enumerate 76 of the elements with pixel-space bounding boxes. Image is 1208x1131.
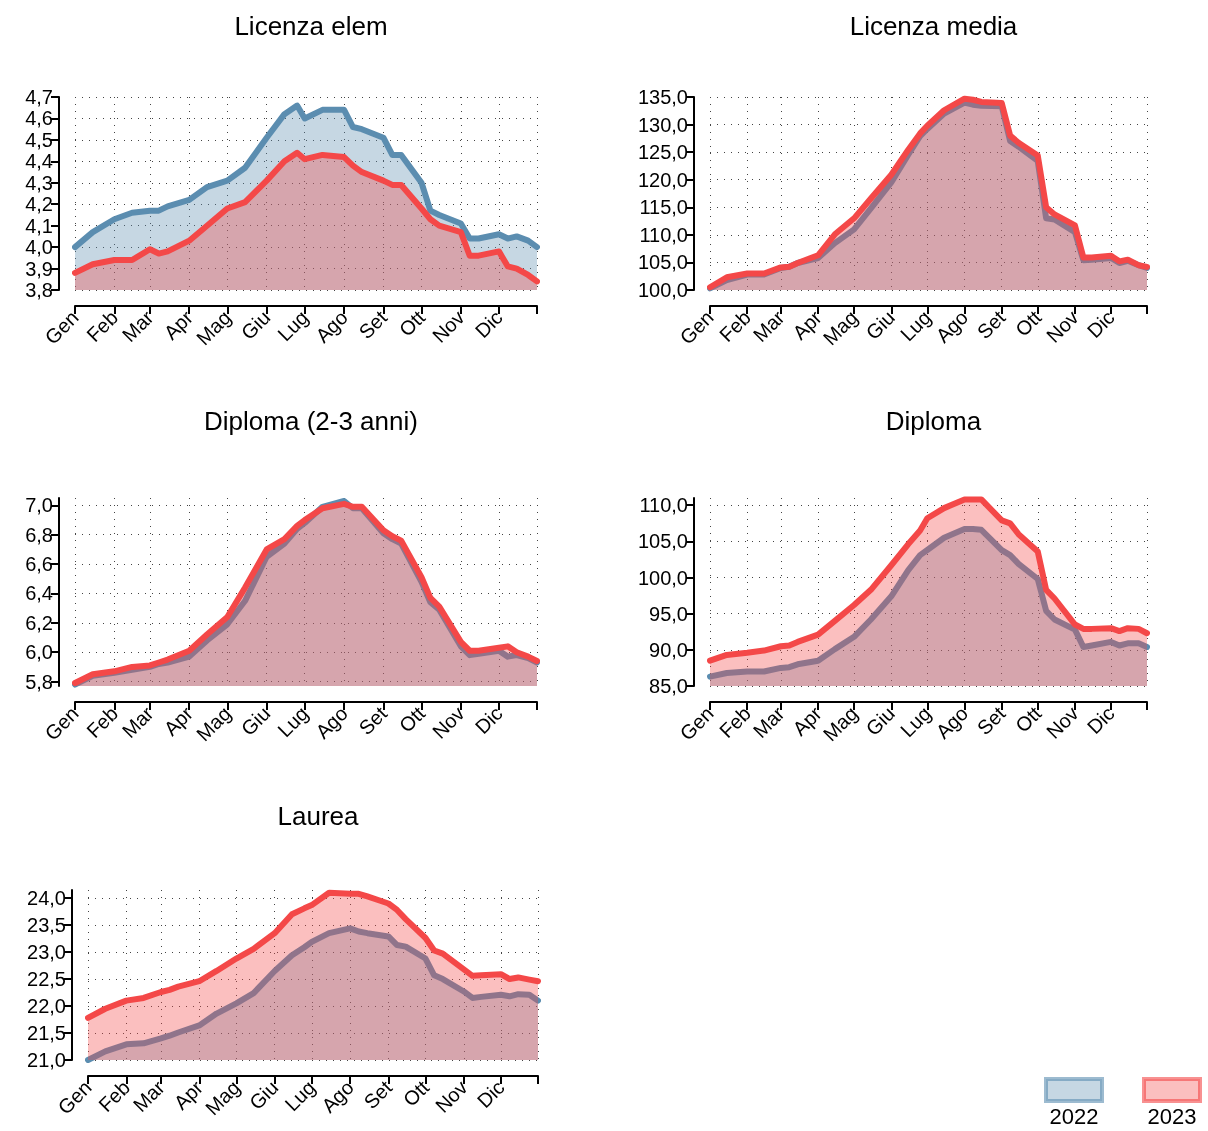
x-tick-label: Gen bbox=[40, 306, 83, 349]
y-tick-label: 22,5 bbox=[27, 968, 66, 991]
x-tick-label: Dic bbox=[472, 1076, 509, 1113]
y-tick-label: 22,0 bbox=[27, 995, 66, 1018]
x-tick-label: Dic bbox=[1082, 306, 1119, 343]
y-tick-label: 4,5 bbox=[25, 128, 53, 151]
y-tick-label: 7,0 bbox=[25, 494, 53, 517]
x-tick-label: Gen bbox=[40, 702, 83, 745]
x-tick-label: Nov bbox=[427, 702, 469, 743]
x-tick-label: Gen bbox=[675, 702, 718, 745]
y-tick-label: 135,0 bbox=[637, 86, 688, 108]
x-tick-label: Giu bbox=[236, 306, 275, 344]
y-tick-label: 6,8 bbox=[25, 523, 53, 546]
chart-title: Diploma bbox=[885, 406, 982, 436]
x-tick-label: Gen bbox=[53, 1076, 96, 1119]
y-tick-label: 23,0 bbox=[27, 941, 66, 964]
x-tick-label: Mag bbox=[192, 306, 236, 350]
y-tick-label: 4,7 bbox=[25, 86, 53, 108]
x-tick-label: Ago bbox=[311, 702, 352, 743]
y-tick-label: 115,0 bbox=[639, 196, 688, 219]
x-tick-label: Set bbox=[972, 305, 1010, 343]
x-tick-label: Gen bbox=[675, 306, 718, 349]
x-tick-label: Dic bbox=[1082, 702, 1119, 739]
y-tick-label: 6,4 bbox=[25, 582, 53, 605]
x-tick-label: Ago bbox=[311, 306, 352, 347]
y-tick-label: 110,0 bbox=[639, 494, 688, 517]
y-tick-label: 125,0 bbox=[637, 141, 688, 164]
y-tick-label: 100,0 bbox=[637, 279, 688, 301]
y-tick-label: 3,9 bbox=[25, 257, 53, 280]
x-tick-label: Dic bbox=[470, 306, 507, 343]
y-tick-label: 95,0 bbox=[649, 602, 688, 625]
x-tick-label: Dic bbox=[470, 702, 507, 739]
chart-title: Licenza media bbox=[849, 11, 1018, 41]
y-tick-label: 4,2 bbox=[25, 193, 53, 216]
x-tick-label: Mag bbox=[201, 1076, 245, 1120]
chart-title: Laurea bbox=[277, 801, 360, 831]
x-tick-label: Lug bbox=[273, 306, 313, 346]
y-tick-label: 6,6 bbox=[25, 553, 53, 576]
y-tick-label: 110,0 bbox=[639, 223, 688, 246]
x-tick-label: Giu bbox=[244, 1076, 283, 1114]
x-tick-label: Ago bbox=[317, 1076, 358, 1117]
y-tick-label: 90,0 bbox=[649, 638, 688, 661]
x-tick-label: Ott bbox=[394, 305, 430, 341]
y-tick-label: 4,6 bbox=[25, 107, 53, 130]
x-tick-label: Lug bbox=[273, 702, 313, 742]
x-tick-label: Set bbox=[972, 701, 1010, 739]
legend-label: 2023 bbox=[1147, 1103, 1197, 1129]
x-tick-label: Ott bbox=[394, 701, 430, 737]
y-tick-label: 24,0 bbox=[27, 887, 66, 910]
y-tick-label: 4,3 bbox=[25, 171, 53, 194]
y-tick-label: 100,0 bbox=[637, 566, 688, 589]
x-tick-label: Set bbox=[354, 701, 392, 739]
legend-label: 2022 bbox=[1049, 1103, 1099, 1129]
y-tick-label: 6,0 bbox=[25, 641, 53, 664]
x-tick-label: Set bbox=[359, 1075, 397, 1113]
y-tick-label: 4,4 bbox=[25, 150, 53, 173]
y-tick-label: 3,8 bbox=[25, 279, 53, 301]
x-tick-label: Lug bbox=[280, 1076, 320, 1116]
x-tick-label: Set bbox=[354, 305, 392, 343]
y-tick-label: 130,0 bbox=[637, 113, 688, 136]
x-tick-label: Mag bbox=[192, 702, 236, 746]
y-tick-label: 4,0 bbox=[25, 236, 53, 259]
y-tick-label: 105,0 bbox=[637, 530, 688, 553]
y-tick-label: 5,8 bbox=[25, 670, 53, 693]
y-tick-label: 23,5 bbox=[27, 914, 66, 937]
y-tick-label: 21,0 bbox=[27, 1049, 66, 1071]
y-tick-label: 85,0 bbox=[649, 675, 688, 697]
y-tick-label: 105,0 bbox=[637, 251, 688, 274]
x-tick-label: Giu bbox=[236, 702, 275, 740]
chart-title: Diploma (2-3 anni) bbox=[204, 406, 418, 436]
y-tick-label: 6,2 bbox=[25, 611, 53, 634]
y-tick-label: 21,5 bbox=[27, 1022, 66, 1045]
chart-title: Licenza elem bbox=[234, 11, 388, 41]
y-tick-label: 4,1 bbox=[25, 214, 53, 237]
x-tick-label: Nov bbox=[427, 306, 469, 347]
y-tick-label: 120,0 bbox=[637, 168, 688, 191]
